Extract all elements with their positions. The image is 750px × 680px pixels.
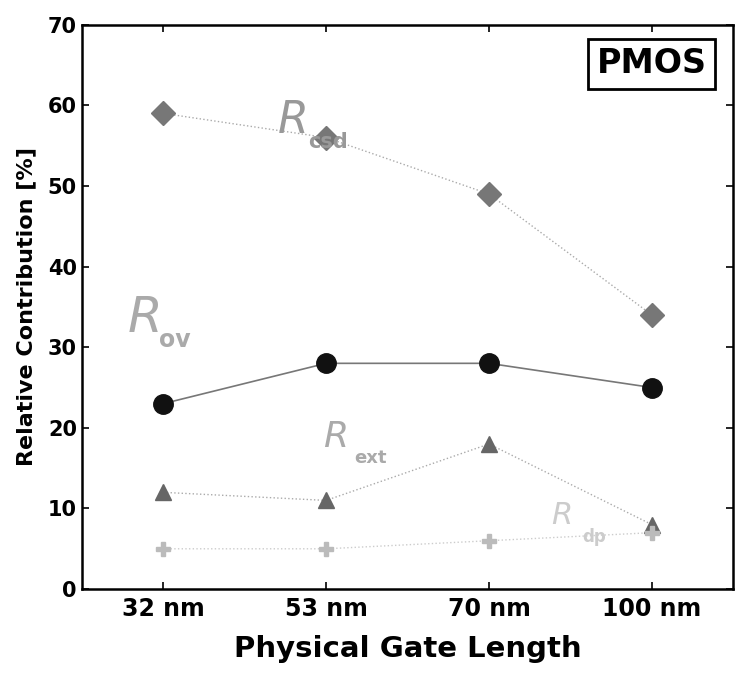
Text: dp: dp: [582, 528, 606, 546]
Text: PMOS: PMOS: [596, 47, 706, 80]
Text: $\mathit{R}$: $\mathit{R}$: [322, 420, 346, 454]
Text: ext: ext: [354, 449, 386, 467]
Text: ov: ov: [159, 328, 190, 352]
Text: $\mathit{R}$: $\mathit{R}$: [128, 294, 159, 342]
Text: $\mathit{R}$: $\mathit{R}$: [551, 501, 572, 530]
Text: $\mathit{R}$: $\mathit{R}$: [278, 99, 306, 142]
Y-axis label: Relative Contribution [%]: Relative Contribution [%]: [16, 148, 37, 466]
X-axis label: Physical Gate Length: Physical Gate Length: [234, 635, 581, 663]
Text: csd: csd: [308, 132, 348, 152]
